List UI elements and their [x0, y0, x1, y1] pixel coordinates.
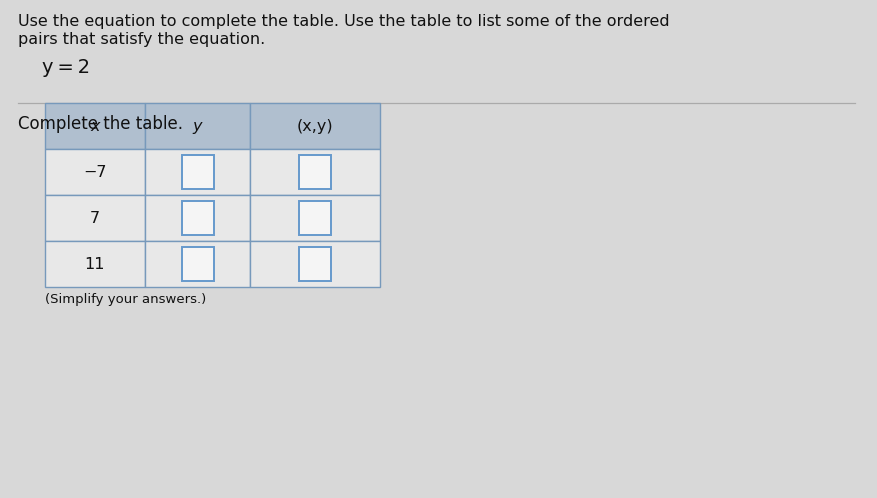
Bar [45, 103, 145, 149]
Text: y: y [193, 119, 203, 133]
Text: y = 2: y = 2 [42, 58, 90, 77]
Bar [299, 201, 331, 235]
Bar [250, 241, 380, 287]
Text: Complete the table.: Complete the table. [18, 115, 183, 133]
Bar [145, 103, 250, 149]
Bar [45, 195, 145, 241]
Text: x: x [90, 119, 100, 133]
Bar [145, 149, 250, 195]
Bar [182, 201, 213, 235]
Bar [145, 195, 250, 241]
Text: 7: 7 [90, 211, 100, 226]
Bar [250, 195, 380, 241]
Bar [182, 247, 213, 281]
Bar [182, 155, 213, 189]
Bar [250, 103, 380, 149]
Bar [145, 241, 250, 287]
Text: (Simplify your answers.): (Simplify your answers.) [45, 293, 206, 306]
Text: Use the equation to complete the table. Use the table to list some of the ordere: Use the equation to complete the table. … [18, 14, 670, 29]
Text: pairs that satisfy the equation.: pairs that satisfy the equation. [18, 32, 265, 47]
Text: −7: −7 [83, 164, 107, 179]
Bar [250, 149, 380, 195]
Text: (x,y): (x,y) [296, 119, 333, 133]
Bar [299, 247, 331, 281]
Text: 11: 11 [85, 256, 105, 271]
Bar [45, 149, 145, 195]
Bar [299, 155, 331, 189]
Bar [45, 241, 145, 287]
